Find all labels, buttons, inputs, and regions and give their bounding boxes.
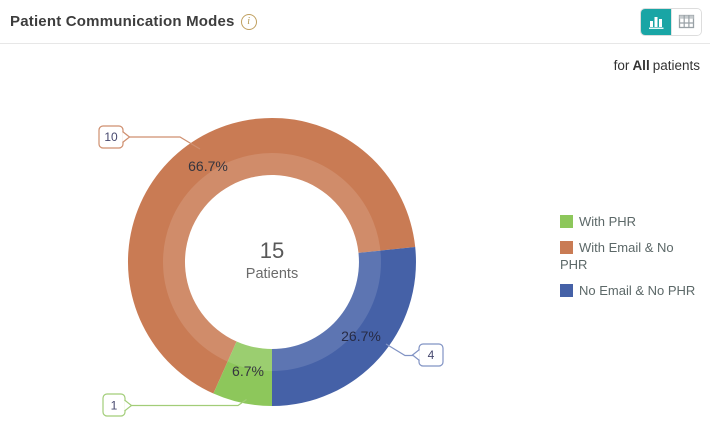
slice-no-email-no-phr[interactable]	[272, 247, 416, 406]
info-icon[interactable]: i	[240, 13, 257, 30]
legend-label: With Email & No PHR	[560, 240, 674, 272]
slice-with-phr[interactable]	[213, 341, 272, 407]
callout-green: 1	[102, 393, 247, 417]
bar-chart-icon	[648, 16, 663, 29]
filter-note-prefix: for	[613, 58, 630, 73]
center-total: 15	[260, 238, 284, 263]
filter-note: for All patients	[614, 58, 700, 73]
legend-swatch-blue	[560, 284, 573, 297]
pie-series	[127, 117, 416, 407]
callout-orange: 10	[98, 125, 201, 150]
legend-label: With PHR	[579, 214, 637, 229]
percent-label-green: 6.7%	[232, 363, 264, 379]
percent-label-orange: 66.7%	[188, 158, 228, 174]
callout-value-orange: 10	[104, 130, 118, 144]
widget-header: Patient Communication Modes i	[0, 0, 710, 44]
view-toggle	[640, 7, 702, 36]
slice-with-email-no-phr[interactable]	[127, 117, 416, 394]
filter-note-suffix: patients	[652, 58, 700, 73]
table-icon	[678, 14, 695, 29]
chart-view-button[interactable]	[641, 8, 671, 35]
legend-swatch-green	[560, 215, 573, 228]
callout-value-green: 1	[111, 399, 118, 413]
legend-item-no-email-no-phr[interactable]: No Email & No PHR	[560, 282, 702, 299]
table-view-button[interactable]	[671, 8, 701, 35]
legend: With PHR With Email & No PHR No Email & …	[560, 213, 702, 308]
page-title: Patient Communication Modes	[10, 13, 235, 30]
inner-sheen	[163, 153, 381, 371]
center-caption: Patients	[246, 266, 298, 282]
filter-note-scope: All	[632, 58, 650, 73]
callout-value-blue: 4	[428, 348, 435, 362]
callout-blue: 4	[385, 343, 444, 367]
legend-label: No Email & No PHR	[579, 283, 696, 298]
percent-label-blue: 26.7%	[341, 328, 381, 344]
legend-item-with-phr[interactable]: With PHR	[560, 213, 702, 230]
legend-item-with-email-no-phr[interactable]: With Email & No PHR	[560, 239, 702, 273]
legend-swatch-orange	[560, 241, 573, 254]
